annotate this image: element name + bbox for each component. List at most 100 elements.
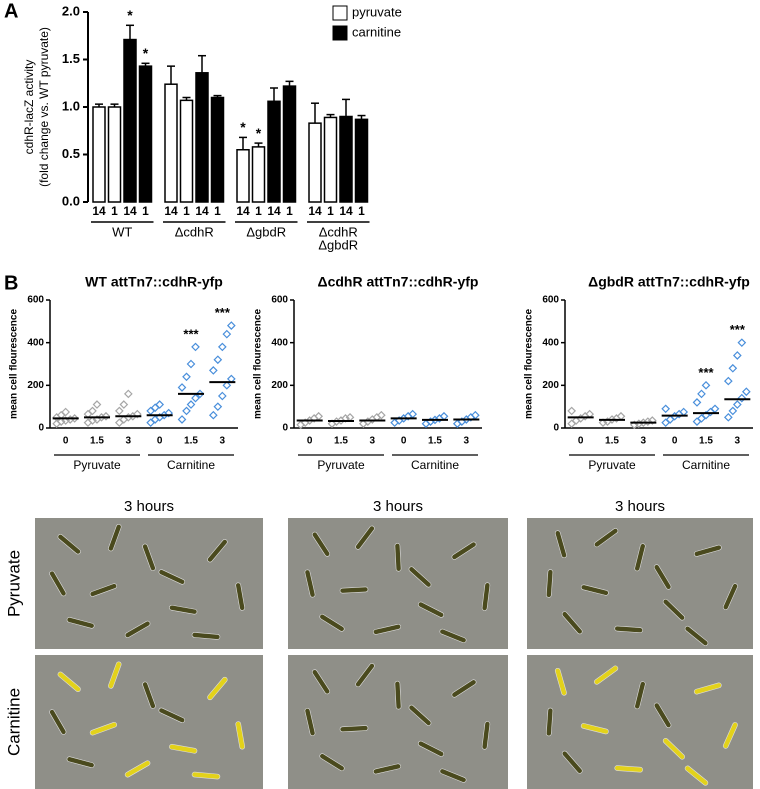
data-point <box>123 389 133 399</box>
x-tick-label: 1 <box>214 204 221 218</box>
data-point <box>114 406 124 416</box>
cell <box>57 671 81 692</box>
group-label: Carnitine <box>411 458 459 472</box>
bar <box>354 118 369 203</box>
x-tick-label: 14 <box>92 204 106 218</box>
cell <box>319 613 345 632</box>
bar <box>308 122 322 203</box>
cell <box>394 680 402 710</box>
cell <box>66 756 95 768</box>
data-point <box>697 389 706 399</box>
data-point <box>97 412 106 422</box>
legend-swatch <box>332 25 348 41</box>
data-point <box>598 418 608 428</box>
data-point <box>164 408 174 418</box>
x-tick-label: 3 <box>126 436 132 447</box>
cell <box>653 564 672 590</box>
x-tick-label: 14 <box>267 204 281 218</box>
data-point <box>732 400 742 409</box>
x-tick-label: 0 <box>578 436 584 447</box>
y-tick-label: 0.0 <box>62 193 80 208</box>
cell <box>89 583 118 597</box>
cell <box>593 665 619 685</box>
chart-title: ΔcdhR attTn7::cdhR-yfp <box>318 274 479 290</box>
cell <box>339 725 369 733</box>
cell <box>158 707 186 723</box>
x-tick-label: 14 <box>236 204 250 218</box>
cell <box>207 539 228 563</box>
panel-label: A <box>4 0 18 22</box>
bar <box>107 106 122 203</box>
cell <box>417 740 445 757</box>
x-tick-label: 0 <box>63 436 69 447</box>
cell <box>634 543 646 572</box>
y-tick-label: 1.5 <box>62 51 80 66</box>
y-tick-label: 1.0 <box>62 98 80 113</box>
cell <box>722 722 738 749</box>
data-point <box>638 418 648 428</box>
bar <box>164 83 178 203</box>
cell <box>49 709 67 735</box>
row-label: Pyruvate <box>4 550 23 617</box>
cell <box>554 530 567 559</box>
x-tick-label: 14 <box>308 204 322 218</box>
cell <box>408 566 432 588</box>
y-tick-label: 2.0 <box>62 3 80 18</box>
x-tick-label: 1.5 <box>428 436 442 447</box>
y-tick-label: 400 <box>271 337 288 348</box>
bar <box>251 146 266 203</box>
bar <box>210 96 225 203</box>
cell <box>580 584 609 596</box>
cell <box>662 598 685 621</box>
cell <box>481 721 491 750</box>
cell <box>191 632 221 640</box>
x-tick-label: 0 <box>157 436 163 447</box>
cell <box>207 676 228 701</box>
bar <box>195 72 209 203</box>
y-tick-label: 400 <box>542 337 559 348</box>
data-point <box>737 338 747 348</box>
legend-label: pyruvate <box>352 4 402 19</box>
cell <box>235 721 245 750</box>
data-point <box>222 329 232 339</box>
data-point <box>701 380 711 390</box>
significance-mark: *** <box>183 326 199 341</box>
cell <box>304 569 316 598</box>
cell <box>372 623 402 635</box>
cell <box>169 744 198 754</box>
data-point <box>430 415 440 425</box>
significance-mark: * <box>240 119 246 135</box>
cell <box>108 524 122 552</box>
data-point <box>732 351 742 360</box>
cell <box>394 543 402 572</box>
y-tick-label: 200 <box>27 380 44 391</box>
legend-label: carnitine <box>352 24 401 39</box>
cell <box>439 768 467 783</box>
x-tick-label: 1 <box>183 204 190 218</box>
data-point <box>226 321 236 330</box>
bar <box>138 65 153 203</box>
cell <box>169 604 198 615</box>
cell <box>108 661 122 689</box>
data-point <box>222 380 232 390</box>
data-point <box>195 389 205 399</box>
y-axis-label: mean cell flourescence <box>9 309 20 419</box>
data-point <box>647 416 657 425</box>
group-label: ΔgbdR <box>246 224 286 239</box>
data-point <box>661 404 671 414</box>
x-tick-label: 14 <box>339 204 353 218</box>
x-tick-label: 1.5 <box>605 436 619 447</box>
micrograph <box>35 518 263 649</box>
data-point <box>723 412 733 422</box>
cell <box>355 663 375 688</box>
bar <box>282 85 297 203</box>
cell <box>408 704 432 726</box>
data-point <box>692 398 702 407</box>
cell <box>580 723 609 735</box>
cell <box>451 541 477 560</box>
cell <box>191 771 221 780</box>
cell <box>311 669 331 695</box>
y-tick-label: 0.5 <box>62 146 80 161</box>
data-point <box>177 415 187 424</box>
data-point <box>723 376 733 386</box>
